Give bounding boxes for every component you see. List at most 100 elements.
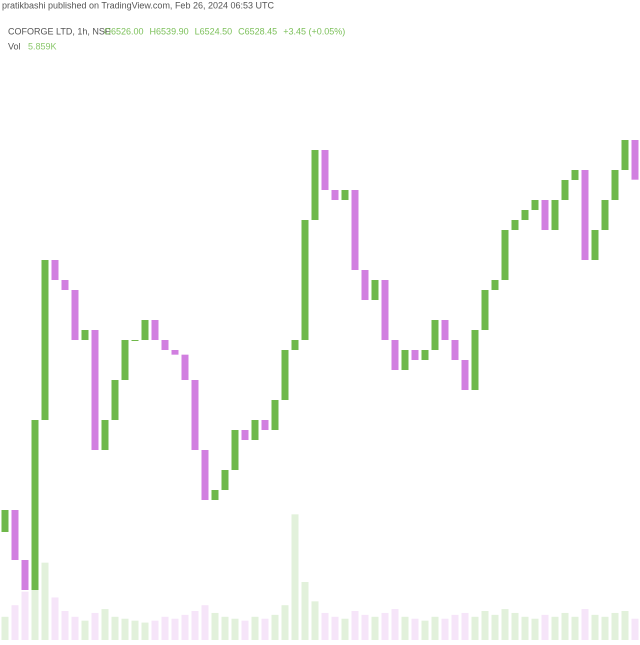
volume-bar (561, 612, 569, 640)
candle-body (371, 280, 379, 300)
candle-body (111, 380, 119, 420)
candle-body (561, 180, 569, 200)
volume-bar (361, 614, 369, 640)
candle-body (471, 330, 479, 390)
volume-bar (291, 514, 299, 640)
volume-bar (531, 618, 539, 640)
volume-bar (481, 611, 489, 640)
volume-bar (321, 612, 329, 640)
candle-body (141, 320, 149, 340)
candle-body (431, 320, 439, 350)
candle-body (611, 170, 619, 200)
candle-body (361, 270, 369, 300)
volume-bar (11, 605, 19, 640)
candle-body (271, 400, 279, 430)
candle-body (421, 350, 429, 360)
candle-body (441, 320, 449, 340)
candle-body (51, 260, 59, 280)
candle-body (191, 380, 199, 450)
volume-bar (501, 609, 509, 640)
candle-body (551, 200, 559, 230)
ohlc-label: +3.45 (+0.05%) (283, 26, 345, 36)
volume-bar (411, 618, 419, 640)
volume-bar (191, 611, 199, 640)
candle-body (311, 150, 319, 220)
candle-body (91, 330, 99, 450)
candle-body (631, 140, 639, 180)
volume-bar (381, 612, 389, 640)
candle-body (541, 200, 549, 230)
volume-bar (201, 605, 209, 640)
volume-bar (401, 616, 409, 640)
candle-body (321, 150, 329, 190)
candle-body (571, 170, 579, 180)
volume-bar (571, 616, 579, 640)
ohlc-label: O6526.00 (104, 26, 144, 36)
volume-bar (351, 611, 359, 640)
volume-bar (241, 620, 249, 640)
volume-bar (111, 616, 119, 640)
candle-body (221, 470, 229, 490)
volume-bar (101, 609, 109, 640)
volume-bar (131, 620, 139, 640)
volume-bar (281, 605, 289, 640)
volume-bar (461, 612, 469, 640)
volume-label: 5.859K (28, 41, 57, 51)
volume-bar (441, 618, 449, 640)
volume-bar (341, 618, 349, 640)
candle-body (491, 280, 499, 290)
candle-body (401, 350, 409, 370)
candle-body (161, 340, 169, 350)
candle-body (231, 430, 239, 470)
volume-bar (61, 611, 69, 640)
volume-bar (171, 618, 179, 640)
candle-body (101, 420, 109, 450)
candle-body (621, 140, 629, 170)
candle-body (531, 200, 539, 210)
candle-body (71, 290, 79, 340)
candle-body (201, 450, 209, 500)
volume-bar (551, 616, 559, 640)
ohlc-label: L6524.50 (195, 26, 233, 36)
candle-body (131, 340, 139, 341)
candle-body (521, 210, 529, 220)
volume-bar (511, 612, 519, 640)
candle-body (501, 230, 509, 280)
candle-body (211, 490, 219, 500)
volume-bar (521, 616, 529, 640)
candle-body (511, 220, 519, 230)
candle-body (21, 560, 29, 590)
candle-body (591, 230, 599, 260)
candle-body (1, 510, 9, 532)
candle-body (411, 350, 419, 360)
volume-bar (151, 620, 159, 640)
candle-body (461, 360, 469, 390)
candle-body (451, 340, 459, 360)
candle-body (261, 420, 269, 430)
volume-bar (421, 620, 429, 640)
candle-body (391, 340, 399, 370)
volume-bar (251, 616, 259, 640)
candle-body (351, 190, 359, 270)
volume-bar (81, 620, 89, 640)
volume-bar (71, 616, 79, 640)
volume-bar (261, 618, 269, 640)
candle-body (171, 350, 179, 355)
candle-body (181, 354, 189, 380)
volume-bar (91, 612, 99, 640)
candle-body (41, 260, 49, 420)
volume-bar (371, 616, 379, 640)
volume-bar (301, 582, 309, 640)
candle-body (121, 340, 129, 380)
candle-body (601, 200, 609, 230)
candle-body (301, 220, 309, 340)
volume-bar (161, 616, 169, 640)
candle-body (481, 290, 489, 330)
volume-bar (541, 614, 549, 640)
volume-bar (631, 618, 639, 640)
candle-body (31, 420, 39, 590)
volume-bar (231, 618, 239, 640)
volume-title: Vol (8, 41, 21, 51)
